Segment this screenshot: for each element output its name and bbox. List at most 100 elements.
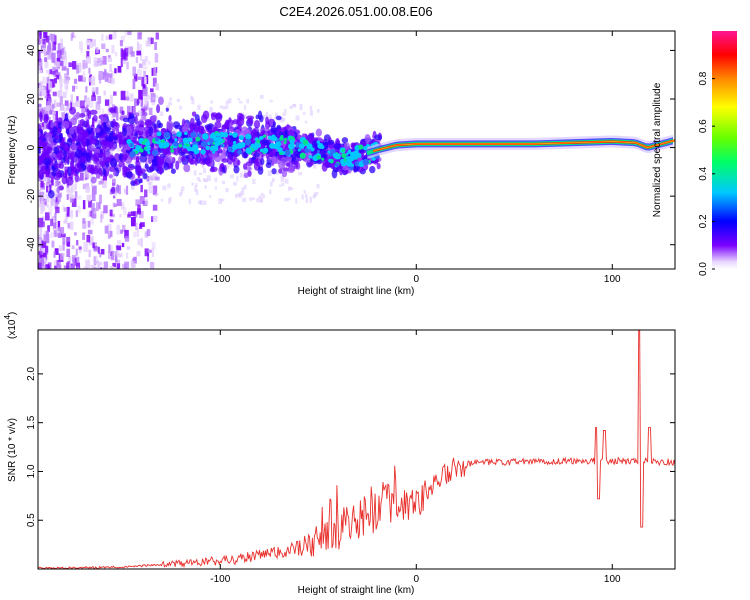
heatmap-cell [57,227,61,231]
heatmap-cell [190,131,197,138]
heatmap-cell [88,200,93,208]
heatmap-cell [65,155,70,164]
heatmap-cell [130,217,136,227]
heatmap-cell [288,197,291,201]
heatmap-cell [90,219,95,225]
heatmap-cell [202,133,209,140]
heatmap-cell [61,253,66,257]
heatmap-cell [303,111,306,115]
heatmap-cell [78,75,83,82]
heatmap-cell [82,200,86,210]
heatmap-cell [38,103,42,108]
heatmap-cell [91,193,96,202]
heatmap-cell [80,48,83,53]
heatmap-cell [176,131,182,138]
heatmap-cell [49,33,53,41]
heatmap-cell [153,128,158,133]
heatmap-cell [191,144,199,151]
heatmap-cell [51,111,56,115]
heatmap-cell [66,184,70,193]
heatmap-cell [210,100,213,104]
heatmap-cell [142,66,148,70]
heatmap-cell [138,178,143,184]
heatmap-cell [83,242,89,252]
heatmap-cell [66,67,70,75]
heatmap-cell [133,211,138,218]
heatmap-cell [138,210,144,219]
heatmap-cell [89,210,92,217]
heatmap-cell [38,151,43,157]
heatmap-cell [289,187,294,190]
heatmap-cell [219,105,223,109]
heatmap-cell [138,89,143,100]
heatmap-cell [54,230,57,238]
heatmap-cell [148,126,154,136]
heatmap-cell [287,129,295,137]
heatmap-cell [86,234,91,243]
heatmap-cell [104,225,109,234]
heatmap-cell [261,194,266,199]
heatmap-cell [125,125,132,136]
heatmap-cell [186,143,190,147]
heatmap-cell [40,207,44,214]
heatmap-cell [226,127,230,135]
heatmap-cell [65,86,68,94]
heatmap-cell [100,248,105,255]
heatmap-cell [238,192,243,198]
heatmap-cell [47,225,50,233]
heatmap-cell [42,44,47,54]
heatmap-cell [127,31,132,36]
heatmap-cell [142,166,145,169]
heatmap-cell [229,132,233,136]
heatmap-cell [97,57,103,66]
heatmap-cell [57,194,62,202]
heatmap-cell [92,213,97,219]
heatmap-cell [109,209,113,217]
heatmap-cell [118,160,124,168]
heatmap-cell [182,137,189,144]
heatmap-cell [76,266,80,269]
heatmap-cell [204,178,208,183]
heatmap-cell [100,214,103,223]
heatmap-cell [243,114,247,120]
heatmap-cell [167,183,171,189]
heatmap-cell [41,194,44,204]
heatmap-cell [72,34,77,39]
heatmap-cell [42,44,46,49]
heatmap-cell [71,197,77,207]
heatmap-cell [237,98,241,101]
heatmap-cell [91,95,97,101]
heatmap-cell [59,104,65,111]
heatmap-cell [93,266,97,269]
heatmap-cell [138,110,143,116]
heatmap-cell [253,119,261,129]
heatmap-cell [163,131,171,139]
heatmap-cell [265,121,270,130]
heatmap-cell [229,126,235,133]
heatmap-cell [155,83,160,91]
heatmap-cell [328,158,332,163]
heatmap-cell [62,235,66,245]
heatmap-cell [178,192,182,197]
heatmap-cell [49,184,52,194]
heatmap-cell [147,181,151,186]
heatmap-cell [284,155,293,162]
heatmap-cell [43,145,51,156]
heatmap-cell [144,97,147,107]
colorbar-tick-label: 0.0 [698,262,709,276]
heatmap-cell [163,162,170,171]
heatmap-cell [126,246,131,250]
heatmap-cell [91,87,96,92]
heatmap-cell [269,189,272,195]
heatmap-cell [281,170,288,178]
heatmap-cell [278,168,283,174]
snr-frame [37,329,676,570]
heatmap-cell [103,261,109,269]
heatmap-cell [64,112,69,122]
heatmap-cell [256,139,261,144]
heatmap-cell [48,98,53,104]
heatmap-cell [239,172,243,178]
heatmap-cell [53,91,57,97]
heatmap-cell [225,100,229,105]
heatmap-cell [146,155,154,161]
